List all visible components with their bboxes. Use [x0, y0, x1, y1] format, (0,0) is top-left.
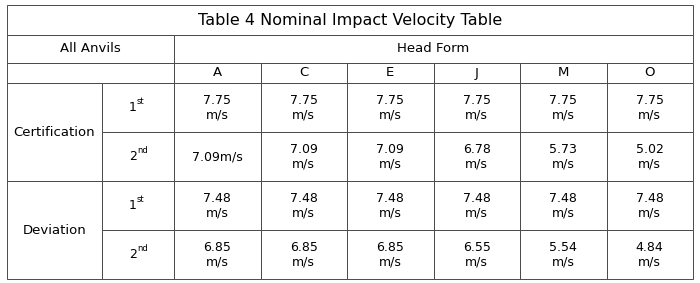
Text: nd: nd: [137, 146, 148, 155]
Bar: [433, 63, 520, 83]
Text: M: M: [558, 67, 569, 80]
Bar: [174, 230, 260, 279]
Bar: [7, 63, 174, 83]
Bar: [102, 83, 174, 132]
Text: C: C: [299, 67, 309, 80]
Bar: [7, 35, 174, 63]
Bar: [347, 83, 433, 132]
Bar: [520, 181, 606, 230]
Bar: [606, 63, 693, 83]
Text: Table 4 Nominal Impact Velocity Table: Table 4 Nominal Impact Velocity Table: [198, 12, 502, 27]
Text: 7.48
m/s: 7.48 m/s: [290, 192, 318, 219]
Bar: [520, 63, 606, 83]
Bar: [433, 181, 520, 230]
Bar: [7, 5, 693, 35]
Text: nd: nd: [137, 244, 148, 253]
Bar: [520, 230, 606, 279]
Bar: [606, 132, 693, 181]
Bar: [174, 132, 260, 181]
Text: 7.09m/s: 7.09m/s: [192, 150, 243, 163]
Bar: [347, 230, 433, 279]
Text: All Anvils: All Anvils: [60, 42, 121, 55]
Bar: [347, 132, 433, 181]
Text: 7.75
m/s: 7.75 m/s: [377, 94, 405, 121]
Bar: [520, 132, 606, 181]
Bar: [520, 83, 606, 132]
Bar: [606, 83, 693, 132]
Text: 6.85
m/s: 6.85 m/s: [203, 241, 231, 268]
Text: 7.75
m/s: 7.75 m/s: [636, 94, 664, 121]
Text: 6.78
m/s: 6.78 m/s: [463, 143, 491, 170]
Text: 7.75
m/s: 7.75 m/s: [463, 94, 491, 121]
Bar: [606, 230, 693, 279]
Text: 7.09
m/s: 7.09 m/s: [377, 143, 404, 170]
Bar: [174, 63, 260, 83]
Bar: [7, 181, 102, 279]
Bar: [260, 83, 347, 132]
Text: 2: 2: [129, 150, 137, 163]
Text: st: st: [137, 195, 145, 204]
Bar: [433, 83, 520, 132]
Bar: [260, 181, 347, 230]
Text: Certification: Certification: [14, 125, 95, 138]
Bar: [260, 63, 347, 83]
Text: 6.85
m/s: 6.85 m/s: [377, 241, 404, 268]
Text: st: st: [137, 97, 145, 106]
Bar: [606, 181, 693, 230]
Bar: [433, 132, 520, 181]
Text: 7.48
m/s: 7.48 m/s: [377, 192, 404, 219]
Bar: [102, 132, 174, 181]
Text: 6.85
m/s: 6.85 m/s: [290, 241, 318, 268]
Text: 7.75
m/s: 7.75 m/s: [203, 94, 231, 121]
Bar: [433, 230, 520, 279]
Text: 7.09
m/s: 7.09 m/s: [290, 143, 318, 170]
Text: Head Form: Head Form: [398, 42, 470, 55]
Text: O: O: [645, 67, 655, 80]
Text: A: A: [213, 67, 222, 80]
Text: 5.02
m/s: 5.02 m/s: [636, 143, 664, 170]
Text: 1: 1: [129, 101, 137, 114]
Text: J: J: [475, 67, 479, 80]
Text: E: E: [386, 67, 394, 80]
Bar: [102, 181, 174, 230]
Bar: [174, 83, 260, 132]
Text: 6.55
m/s: 6.55 m/s: [463, 241, 491, 268]
Text: 7.48
m/s: 7.48 m/s: [550, 192, 578, 219]
Bar: [347, 181, 433, 230]
Text: 7.48
m/s: 7.48 m/s: [203, 192, 231, 219]
Bar: [174, 181, 260, 230]
Text: 7.48
m/s: 7.48 m/s: [463, 192, 491, 219]
Bar: [174, 35, 693, 63]
Bar: [7, 83, 102, 181]
Text: 7.48
m/s: 7.48 m/s: [636, 192, 664, 219]
Text: 2: 2: [129, 248, 137, 261]
Text: 4.84
m/s: 4.84 m/s: [636, 241, 664, 268]
Text: 5.54
m/s: 5.54 m/s: [550, 241, 578, 268]
Text: 1: 1: [129, 199, 137, 212]
Text: 7.75
m/s: 7.75 m/s: [550, 94, 578, 121]
Bar: [260, 132, 347, 181]
Text: 7.75
m/s: 7.75 m/s: [290, 94, 318, 121]
Bar: [260, 230, 347, 279]
Bar: [102, 230, 174, 279]
Text: 5.73
m/s: 5.73 m/s: [550, 143, 578, 170]
Text: Deviation: Deviation: [22, 224, 86, 237]
Bar: [347, 63, 433, 83]
